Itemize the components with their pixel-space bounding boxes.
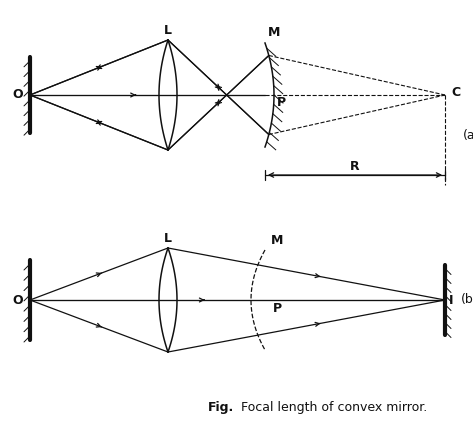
Text: C: C	[451, 86, 460, 100]
Text: P: P	[277, 95, 286, 109]
Text: (b): (b)	[461, 294, 473, 306]
Text: Fig.: Fig.	[208, 401, 235, 414]
Text: (a): (a)	[463, 129, 473, 141]
Text: M: M	[268, 26, 280, 40]
Text: M: M	[271, 233, 283, 247]
Text: L: L	[164, 231, 172, 245]
Text: L: L	[164, 23, 172, 37]
Text: I: I	[449, 294, 454, 306]
Text: P: P	[273, 302, 282, 314]
Text: Focal length of convex mirror.: Focal length of convex mirror.	[236, 401, 427, 414]
Text: O: O	[12, 294, 23, 306]
Text: O: O	[12, 89, 23, 101]
Text: R: R	[350, 161, 360, 173]
